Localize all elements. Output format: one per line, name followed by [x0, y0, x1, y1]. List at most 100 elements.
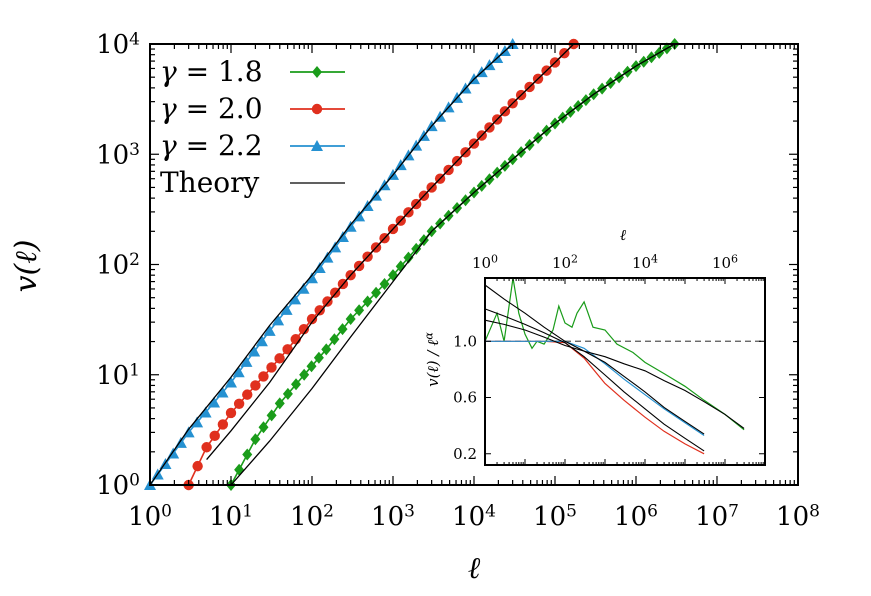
data-point	[209, 430, 220, 442]
legend-label-symbol: γ	[160, 92, 177, 125]
x-tick-label-base: 10	[533, 502, 566, 532]
y-tick-label-base: 10	[96, 30, 129, 60]
data-point	[345, 313, 356, 326]
data-point	[191, 416, 204, 428]
data-point	[232, 366, 245, 378]
data-point	[240, 355, 253, 367]
inset-x-tick-label-base: 10	[712, 254, 731, 272]
legend-label: γ = 2.2	[160, 129, 263, 162]
legend-label-text: = 2.0	[177, 92, 263, 125]
legend-marker	[311, 103, 323, 115]
x-tick-label: 107	[695, 502, 739, 533]
series-theory	[149, 43, 675, 486]
y-tick-label: 103	[96, 140, 140, 171]
inset-series	[485, 340, 705, 436]
x-tick-label: 101	[209, 502, 253, 533]
data-point	[242, 389, 253, 400]
inset-background	[485, 278, 765, 465]
inset-y-axis-label-sup: α	[423, 332, 436, 340]
data-point	[306, 313, 318, 325]
y-tick-label-base: 10	[96, 361, 129, 391]
inset-x-tick-label-exp: 0	[491, 253, 498, 266]
x-tick-label-base: 10	[614, 502, 647, 532]
data-point	[225, 407, 237, 419]
x-tick-label: 100	[128, 502, 172, 533]
data-point	[289, 293, 302, 305]
legend-label: γ = 2.0	[160, 92, 263, 125]
data-point	[322, 296, 333, 307]
x-tick-label: 102	[290, 502, 334, 533]
inset-y-tick-label: 1.0	[453, 332, 477, 350]
data-point	[321, 343, 332, 356]
data-point	[282, 344, 293, 355]
inset-y-axis-label-main: v(ℓ) / ℓ	[424, 340, 442, 387]
data-point	[282, 387, 293, 400]
data-point	[362, 295, 373, 308]
theory-curve	[230, 43, 675, 486]
data-point	[395, 260, 406, 273]
inset-x-tick-label-exp: 2	[571, 253, 578, 266]
y-tick-label-exp: 4	[129, 30, 140, 50]
data-point	[272, 314, 285, 326]
x-tick-label-base: 10	[776, 502, 809, 532]
y-tick-label-base: 10	[96, 471, 129, 501]
x-tick-label-base: 10	[209, 502, 242, 532]
theory-curve	[149, 43, 514, 486]
inset-x-tick-label-exp: 4	[651, 253, 658, 266]
data-point	[354, 304, 365, 317]
data-point	[248, 345, 261, 357]
main-plot-data	[144, 38, 680, 491]
data-point	[266, 362, 277, 373]
inset-y-tick-label: 0.6	[453, 389, 477, 407]
data-point	[225, 376, 237, 388]
data-point	[298, 323, 310, 335]
y-tick-label-base: 10	[96, 251, 129, 281]
inset-y-tick-label: 0.2	[453, 445, 477, 463]
data-point	[199, 406, 212, 418]
legend-label-text: Theory	[160, 166, 260, 199]
data-point	[255, 335, 268, 347]
y-tick-label-base: 10	[96, 140, 129, 170]
y-tick-label: 104	[96, 30, 140, 61]
data-point	[306, 272, 318, 284]
data-point	[280, 303, 293, 315]
data-point	[263, 324, 276, 336]
x-tick-label-exp: 2	[323, 502, 334, 522]
inset-frame	[484, 277, 766, 466]
legend-label: Theory	[160, 166, 260, 199]
x-tick-label-exp: 6	[647, 502, 658, 522]
x-tick-label: 104	[452, 502, 496, 533]
x-tick-label-base: 10	[695, 502, 728, 532]
x-tick-label-base: 10	[290, 502, 323, 532]
y-tick-label: 101	[96, 360, 140, 391]
legend-label-symbol: γ	[160, 129, 177, 162]
inset-theory-curve	[484, 319, 745, 429]
data-point	[258, 371, 269, 382]
inset-series	[484, 277, 745, 431]
x-tick-label: 106	[614, 502, 658, 533]
main-axes: 100 101 102 103 104 105 106 107 1081001011021031…	[96, 30, 820, 533]
legend-label: γ = 1.8	[160, 55, 263, 88]
data-point	[217, 419, 229, 430]
inset-x-tick-label-base: 10	[632, 254, 651, 272]
legend-label-symbol: γ	[160, 55, 177, 88]
data-point	[306, 360, 317, 373]
inset-x-tick-label: 102	[552, 253, 578, 273]
inset-x-tick-label: 100	[472, 253, 498, 273]
data-point	[250, 433, 261, 446]
x-tick-label-exp: 5	[566, 502, 577, 522]
inset-x-tick-label: 106	[712, 253, 738, 273]
legend-label-text: = 1.8	[177, 55, 263, 88]
legend-marker	[311, 140, 323, 151]
x-tick-label-base: 10	[452, 502, 485, 532]
y-tick-label-exp: 0	[129, 471, 140, 491]
data-point	[371, 286, 382, 299]
data-point	[192, 460, 203, 472]
y-tick-label-exp: 2	[129, 250, 140, 270]
x-tick-label-exp: 8	[809, 502, 820, 522]
data-point	[313, 351, 324, 364]
x-tick-label-base: 10	[128, 502, 161, 532]
inset-y-axis-label: v(ℓ) / ℓα	[423, 332, 443, 387]
inset-series-line	[484, 277, 745, 431]
